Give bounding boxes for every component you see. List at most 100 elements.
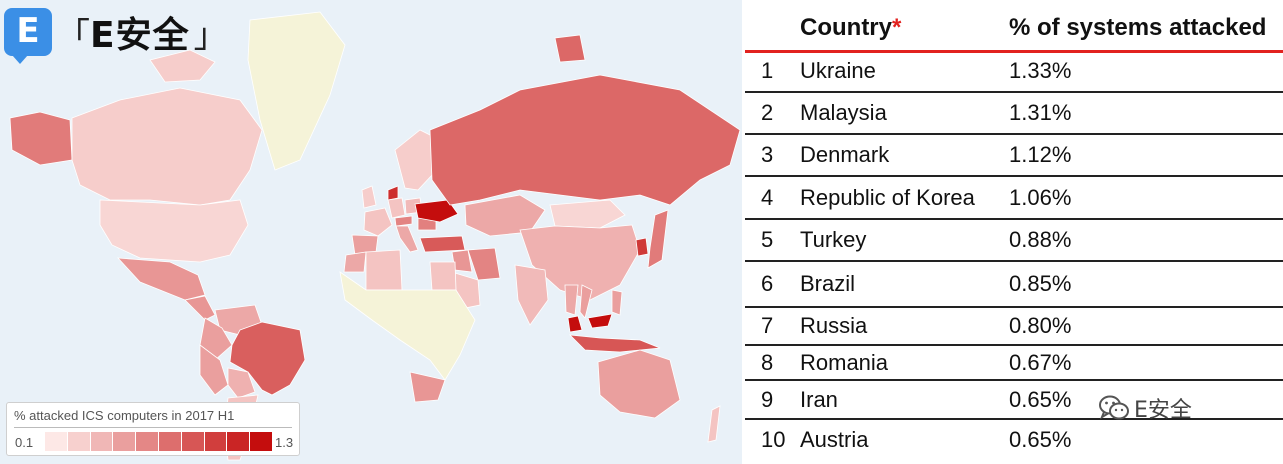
logo-bracket-close: 」: [193, 15, 228, 56]
row-percent: 0.67%: [1009, 350, 1072, 375]
wechat-watermark: E安全: [1098, 392, 1192, 424]
map-legend: % attacked ICS computers in 2017 H1 0.1 …: [6, 402, 300, 456]
logo-wordmark: E安全: [90, 15, 190, 56]
country-austria: [394, 215, 413, 227]
table-row: 10 Austria 0.65%: [745, 420, 1283, 460]
legend-swatch: [113, 432, 137, 451]
country-malaysia: [567, 315, 583, 333]
country-brazil: [229, 321, 306, 396]
row-rank: 7: [761, 313, 774, 338]
row-rank: 3: [761, 142, 774, 167]
world-map-panel: E 「 E安全 」 % attacked ICS computers in 20…: [0, 0, 742, 464]
country-canada-islands: [149, 49, 216, 83]
logo-bracket-open: 「: [56, 15, 90, 56]
country-india: [514, 264, 549, 326]
row-country: Romania: [800, 350, 889, 375]
row-rank: 4: [761, 185, 774, 210]
country-uk: [361, 185, 377, 209]
row-percent: 1.12%: [1009, 142, 1072, 167]
wechat-icon: [1099, 395, 1129, 420]
table-header: Country* % of systems attacked: [745, 0, 1283, 53]
legend-swatch: [45, 432, 68, 451]
logo-badge: E: [4, 8, 52, 64]
country-australia: [597, 349, 681, 419]
country-peru: [199, 344, 229, 396]
country-mexico: [117, 257, 206, 301]
legend-swatch: [181, 432, 205, 451]
row-percent: 0.65%: [1009, 427, 1072, 452]
country-new-zealand: [707, 405, 721, 443]
table-row: 2 Malaysia 1.31%: [745, 93, 1283, 135]
country-iran: [467, 247, 501, 281]
country-denmark: [387, 185, 399, 201]
legend-swatch: [158, 432, 182, 451]
country-russia: [429, 74, 741, 206]
row-country: Turkey: [800, 227, 867, 252]
row-rank: 8: [761, 350, 774, 375]
country-turkey: [419, 235, 466, 253]
country-central-america: [184, 295, 216, 321]
row-country: Iran: [800, 387, 838, 412]
row-country: Denmark: [800, 142, 890, 167]
row-rank: 5: [761, 227, 774, 252]
header-country: Country*: [800, 14, 902, 41]
row-country: Brazil: [800, 271, 856, 296]
row-country: Malaysia: [800, 100, 887, 125]
country-egypt: [429, 261, 457, 291]
country-south-africa: [409, 371, 446, 403]
legend-max-label: 1.3: [275, 435, 294, 450]
row-rank: 2: [761, 100, 774, 125]
legend-min-label: 0.1: [15, 435, 34, 450]
row-country: Ukraine: [800, 58, 876, 83]
legend-swatch: [67, 432, 91, 451]
row-percent: 1.06%: [1009, 185, 1072, 210]
row-percent: 0.80%: [1009, 313, 1072, 338]
row-rank: 6: [761, 271, 774, 296]
legend-swatch: [136, 432, 159, 451]
brand-logo: E 「 E安全 」: [4, 6, 228, 64]
table-row: 1 Ukraine 1.33%: [745, 50, 1283, 93]
legend-swatch: [204, 432, 228, 451]
country-russia-islands: [554, 34, 586, 63]
country-korea: [635, 237, 649, 257]
country-france: [363, 207, 393, 237]
row-rank: 9: [761, 387, 774, 412]
country-africa-central: [339, 271, 476, 381]
world-map: [9, 11, 741, 461]
country-vietnam: [579, 284, 593, 319]
table-row: 4 Republic of Korea 1.06%: [745, 177, 1283, 220]
row-country: Austria: [800, 427, 869, 452]
row-percent: 0.88%: [1009, 227, 1072, 252]
legend-color-scale: [45, 432, 273, 451]
row-percent: 0.85%: [1009, 271, 1072, 296]
row-percent: 0.65%: [1009, 387, 1072, 412]
country-ukraine: [414, 199, 459, 223]
table-row: 6 Brazil 0.85%: [745, 262, 1283, 308]
table-row: 3 Denmark 1.12%: [745, 135, 1283, 177]
country-germany: [387, 197, 406, 219]
row-percent: 1.31%: [1009, 100, 1072, 125]
country-mongolia: [549, 199, 626, 229]
country-colombia: [199, 317, 233, 361]
country-japan: [647, 209, 669, 269]
legend-title: % attacked ICS computers in 2017 H1: [14, 408, 235, 423]
watermark-text: E安全: [1134, 398, 1192, 423]
row-percent: 1.33%: [1009, 58, 1072, 83]
table-row: 5 Turkey 0.88%: [745, 220, 1283, 262]
country-usa: [99, 199, 249, 263]
ranking-table: Country* % of systems attacked 1 Ukraine 1…: [745, 0, 1283, 464]
country-canada: [71, 87, 263, 206]
table-row: 7 Russia 0.80%: [745, 308, 1283, 346]
country-thailand: [564, 284, 579, 316]
row-rank: 1: [761, 58, 774, 83]
table-row: 8 Romania 0.67%: [745, 346, 1283, 381]
country-morocco: [343, 251, 367, 273]
row-country: Republic of Korea: [800, 185, 975, 210]
country-greenland: [247, 11, 346, 171]
header-percent: % of systems attacked: [1009, 14, 1267, 41]
header-country-marker: *: [892, 14, 902, 41]
country-philippines: [611, 289, 623, 316]
country-bolivia: [227, 367, 256, 399]
country-italy: [395, 225, 419, 253]
row-country: Russia: [800, 313, 868, 338]
